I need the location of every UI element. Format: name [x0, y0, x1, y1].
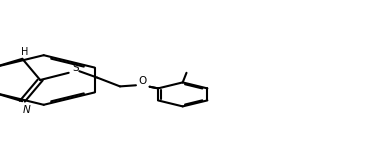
Text: N: N	[22, 105, 30, 115]
Text: H: H	[21, 47, 28, 57]
Text: S: S	[72, 63, 79, 73]
Text: O: O	[139, 76, 147, 86]
